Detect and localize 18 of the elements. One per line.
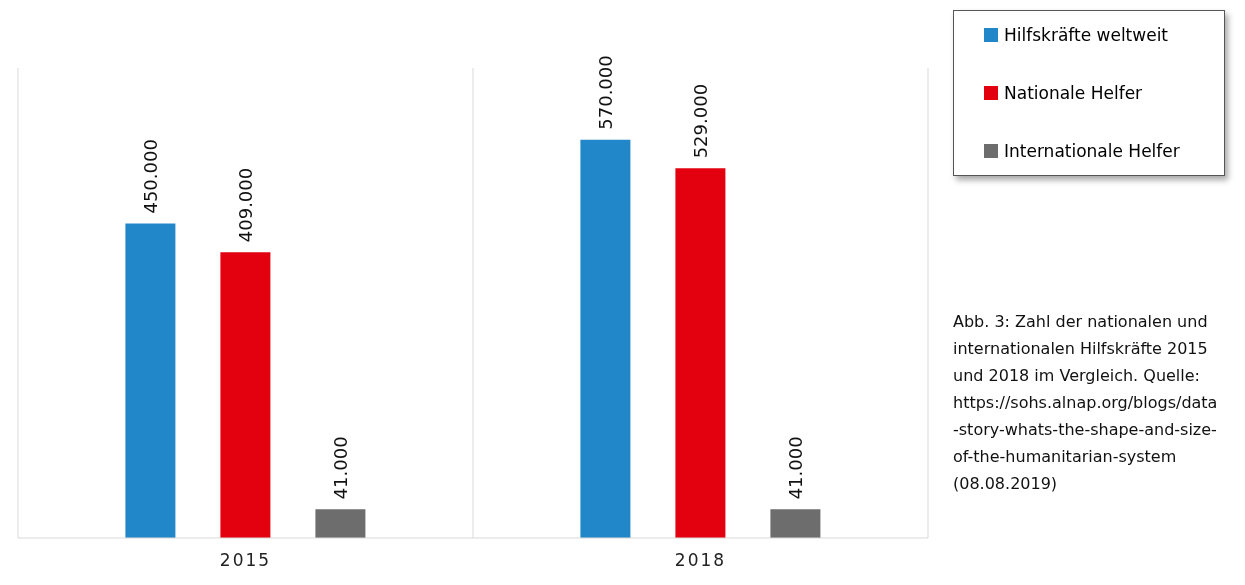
- data-label: 409.000: [234, 167, 256, 243]
- bar: [315, 509, 366, 538]
- bar: [125, 223, 176, 538]
- legend-label: Nationale Helfer: [1004, 83, 1143, 103]
- data-label: 450.000: [139, 139, 161, 214]
- x-tick-label: 2018: [674, 550, 727, 571]
- data-label: 41.000: [329, 436, 351, 500]
- legend-label: Internationale Helfer: [1004, 141, 1180, 161]
- bar: [580, 139, 631, 538]
- data-label: 570.000: [594, 55, 616, 130]
- data-label: 41.000: [784, 436, 806, 500]
- legend-label: Hilfskräfte weltweit: [1004, 25, 1169, 45]
- bar: [675, 168, 726, 538]
- bar: [770, 509, 821, 538]
- bar: [220, 252, 271, 538]
- x-tick-label: 2015: [219, 550, 272, 571]
- data-label: 529.000: [689, 83, 711, 159]
- caption: Abb. 3: Zahl der nationalen und internationalen Hilfskräfte 2015 und 2018 im Vergleich. Quelle: https://sohs.alnap.org/blogs/data-story-whats-the-shape-and-size-of-the-humanitarian-system (08.08.2019): [953, 311, 1219, 495]
